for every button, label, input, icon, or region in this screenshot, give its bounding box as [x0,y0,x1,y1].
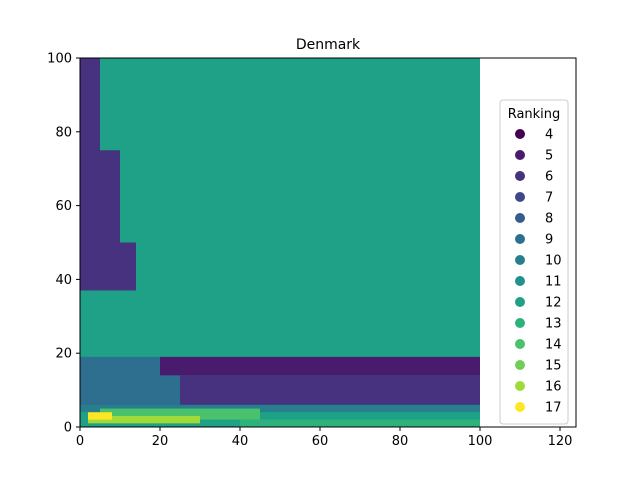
legend-label-11: 11 [545,275,562,290]
legend-label-9: 9 [545,233,553,248]
y-tick-label: 60 [55,199,72,214]
legend-marker-5 [515,150,525,160]
legend-label-13: 13 [545,317,562,332]
legend-marker-6 [515,171,525,181]
plot-area [80,58,480,427]
region-2 [80,242,136,291]
legend-marker-9 [515,234,525,244]
y-tick-label: 80 [55,125,72,140]
legend-marker-14 [515,339,525,349]
legend-label-16: 16 [545,380,562,395]
region-3 [80,150,120,243]
legend-marker-13 [515,318,525,328]
legend-label-15: 15 [545,359,562,374]
region-7 [80,404,480,413]
legend-marker-11 [515,276,525,286]
x-tick-label: 20 [152,434,169,449]
legend-label-14: 14 [545,338,562,353]
x-tick-label: 60 [312,434,329,449]
legend-label-8: 8 [545,212,553,227]
legend-label-5: 5 [545,149,553,164]
x-tick-label: 100 [468,434,493,449]
y-tick-label: 20 [55,347,72,362]
legend-marker-12 [515,297,525,307]
legend-marker-17 [515,402,525,412]
y-tick-label: 100 [47,52,72,67]
chart-title: Denmark [296,37,361,53]
y-tick-label: 40 [55,273,72,288]
region-5 [160,356,480,376]
legend-label-17: 17 [545,401,562,416]
region-6 [180,375,480,405]
legend-marker-4 [515,129,525,139]
legend-title: Ranking [508,107,561,122]
region-11 [88,415,200,424]
legend-marker-16 [515,381,525,391]
x-tick-label: 80 [392,434,409,449]
y-tick-label: 0 [64,421,72,436]
region-8 [80,412,480,420]
axes-frame [79,57,577,428]
legend-label-10: 10 [545,254,562,269]
legend-marker-8 [515,213,525,223]
region-10 [240,419,480,427]
axes: 0 20 40 60 80 100 120 0 20 40 60 80 100 [47,52,577,449]
legend-marker-15 [515,360,525,370]
region-12 [88,412,112,420]
region-9 [100,408,260,420]
legend-label-7: 7 [545,191,553,206]
legend: Ranking 4 5 6 7 8 9 10 11 12 13 14 15 16 17 [499,99,569,425]
legend-label-6: 6 [545,170,553,185]
x-tick-label: 40 [232,434,249,449]
x-tick-label: 0 [76,434,84,449]
x-tick-label: 120 [548,434,573,449]
legend-marker-10 [515,255,525,265]
legend-label-12: 12 [545,296,562,311]
legend-marker-7 [515,192,525,202]
legend-label-4: 4 [545,128,553,143]
